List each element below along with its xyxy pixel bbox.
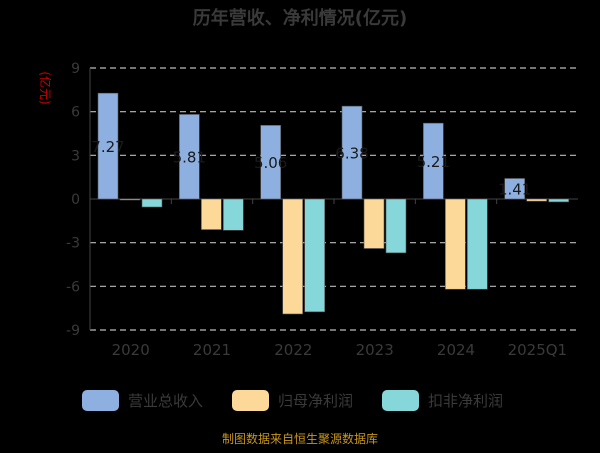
y-tick-label: 9 <box>71 61 80 77</box>
data-label: 5.21 <box>417 153 450 171</box>
bar-revenue <box>341 105 363 200</box>
x-tick-label: 2020 <box>112 341 150 359</box>
legend-swatch <box>82 390 119 411</box>
bar-revenue <box>504 178 525 200</box>
y-tick-label: 3 <box>71 148 80 164</box>
y-axis-label: (亿元) <box>38 71 53 104</box>
bar-deducted-net-profit <box>141 198 163 208</box>
bar-net-profit <box>363 198 385 249</box>
legend-label: 营业总收入 <box>128 392 203 410</box>
y-tick-label: -6 <box>66 279 80 295</box>
data-label: 1.41 <box>498 181 531 199</box>
x-tick-label: 2025Q1 <box>508 341 568 359</box>
bar-revenue <box>97 92 119 200</box>
bar-net-profit <box>282 198 303 315</box>
bar-revenue <box>179 114 200 200</box>
legend-label: 扣非净利润 <box>428 392 503 410</box>
legend-label: 归母净利润 <box>278 392 353 410</box>
legend-swatch <box>232 390 269 411</box>
y-tick-label: 0 <box>71 192 80 208</box>
bar-net-profit <box>526 198 547 202</box>
data-label: 6.38 <box>335 145 368 163</box>
y-tick-label: -3 <box>66 236 80 252</box>
bar-net-profit <box>119 198 141 201</box>
y-tick-label: 6 <box>71 105 80 121</box>
source-note: 制图数据来自恒生聚源数据库 <box>222 431 378 446</box>
data-label: 5.81 <box>173 149 206 167</box>
x-tick-label: 2021 <box>193 341 231 359</box>
bar-deducted-net-profit <box>223 198 244 231</box>
x-tick-label: 2024 <box>437 341 475 359</box>
bar-deducted-net-profit <box>385 198 407 254</box>
bar-deducted-net-profit <box>467 198 488 290</box>
legend-swatch <box>382 390 419 411</box>
bar-net-profit <box>445 198 466 290</box>
data-label: 5.06 <box>254 154 287 172</box>
bar-revenue <box>260 125 281 200</box>
chart-title: 历年营收、净利情况(亿元) <box>193 7 407 29</box>
x-tick-label: 2022 <box>274 341 312 359</box>
x-tick-label: 2023 <box>356 341 394 359</box>
bar-deducted-net-profit <box>548 198 569 203</box>
bar-revenue <box>423 122 444 200</box>
data-label: 7.27 <box>91 138 124 156</box>
bar-net-profit <box>201 198 222 230</box>
y-tick-label: -9 <box>66 323 80 339</box>
bar-deducted-net-profit <box>304 198 325 313</box>
